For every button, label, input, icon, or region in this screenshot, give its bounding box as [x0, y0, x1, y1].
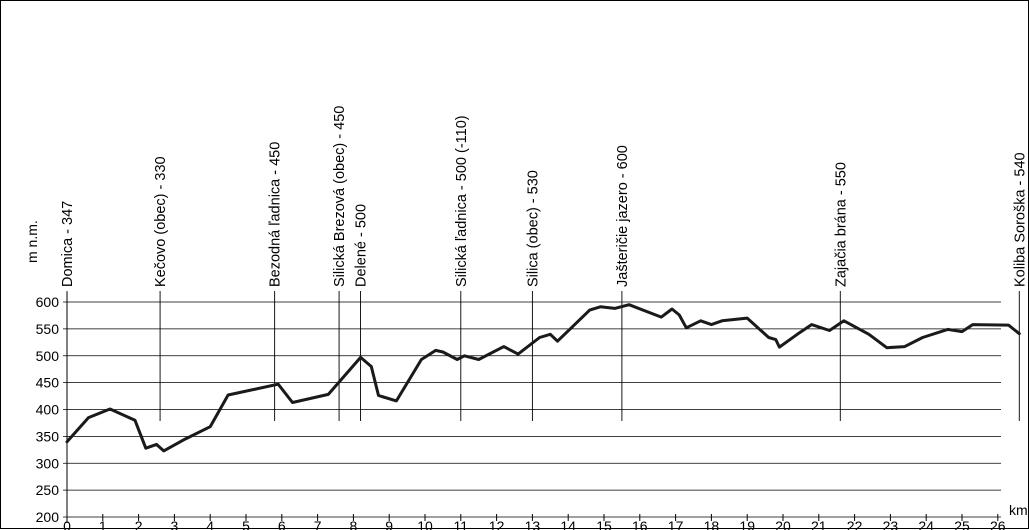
x-tick-label: 13 — [525, 518, 541, 530]
x-tick-label: 0 — [63, 518, 71, 530]
x-tick-label: 15 — [596, 518, 612, 530]
elevation-series — [65, 303, 1021, 453]
x-tick-label: 10 — [417, 518, 433, 530]
x-tick-label: 11 — [454, 518, 469, 530]
station-label: Koliba Soroška - 540 — [1012, 152, 1028, 287]
y-tick-label: 450 — [36, 375, 60, 391]
x-tick-label: 3 — [171, 518, 179, 530]
y-tick-label: 350 — [36, 428, 60, 444]
y-tick-label: 400 — [36, 402, 60, 418]
station-label: Silická ľadnica - 500 (-110) — [454, 115, 470, 287]
x-tick-label: 24 — [918, 518, 934, 530]
y-tick-label: 300 — [36, 455, 60, 471]
station-label: Kečovo (obec) - 330 — [153, 156, 169, 287]
station-label: Delené - 500 — [354, 204, 370, 287]
y-tick-label: 600 — [36, 294, 60, 310]
elevation-line — [65, 303, 1021, 453]
y-tick-label: 250 — [36, 482, 60, 498]
x-tick-label: 5 — [242, 518, 250, 530]
x-tick-label: 1 — [99, 518, 107, 530]
station-label: Silica (obec) - 530 — [525, 170, 541, 287]
x-tick-label: 26 — [990, 518, 1006, 530]
station-label: Domica - 347 — [60, 201, 76, 287]
station-label: Bezodná ľadnica - 450 — [268, 142, 284, 287]
station-markers: Domica - 347 Kečovo (obec) - 330 Bezodná ľ… — [60, 106, 1028, 421]
x-tick-label: 2 — [135, 518, 143, 530]
x-tick-label: 6 — [278, 518, 286, 530]
x-tick-label: 9 — [385, 518, 393, 530]
station-label: Zajačia brána - 550 — [833, 162, 849, 287]
x-tick-label: 16 — [632, 518, 648, 530]
x-tick-label: 25 — [954, 518, 970, 530]
x-axis-label: km — [1009, 502, 1028, 518]
station-label: Jašteričie jazero - 600 — [615, 145, 631, 287]
x-tick-label: 21 — [811, 518, 827, 530]
y-tick-label: 500 — [36, 348, 60, 364]
x-tick-label: 23 — [883, 518, 899, 530]
x-tick-label: 18 — [704, 518, 720, 530]
x-tick-label: 17 — [668, 518, 684, 530]
x-tick-label: 12 — [489, 518, 505, 530]
y-tick-label: 200 — [36, 509, 60, 525]
x-tick-label: 19 — [739, 518, 755, 530]
x-tick-label: 22 — [847, 518, 863, 530]
x-tick-label: 4 — [206, 518, 214, 530]
x-tick-label: 20 — [775, 518, 791, 530]
axis-labels: m n.m. km — [24, 220, 1028, 518]
x-tick-label: 14 — [560, 518, 576, 530]
x-tick-label: 7 — [314, 518, 322, 530]
y-axis-label: m n.m. — [24, 220, 40, 263]
x-tick-label: 8 — [350, 518, 358, 530]
y-tick-label: 550 — [36, 321, 60, 337]
station-label: Silická Brezová (obec) - 450 — [332, 106, 348, 287]
